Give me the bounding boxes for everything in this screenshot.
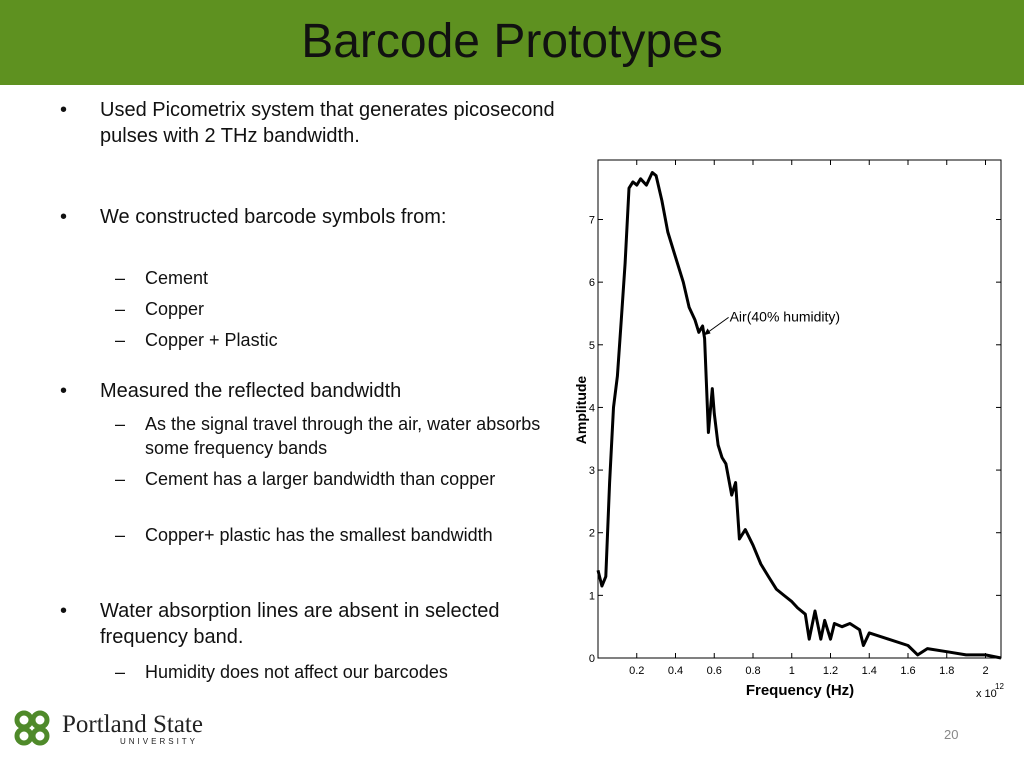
x-tick-label: 0.8: [745, 665, 760, 677]
logo-name: Portland State: [62, 711, 203, 738]
x-tick-label: 0.2: [629, 665, 644, 677]
annotation: Air(40% humidity): [730, 308, 840, 324]
y-tick-label: 7: [589, 215, 595, 227]
bullet: Used Picometrix system that generates pi…: [60, 97, 555, 149]
sub-bullet: Copper+ plastic has the smallest bandwid…: [115, 523, 555, 547]
x-tick-label: 1: [789, 665, 795, 677]
bullet: We constructed barcode symbols from:: [60, 204, 555, 230]
x-tick-label: 1.4: [862, 665, 877, 677]
x-tick-label: 1.6: [900, 665, 915, 677]
x-multiplier-exponent: 12: [995, 682, 1004, 691]
y-tick-label: 6: [589, 277, 595, 289]
y-tick-label: 4: [589, 402, 595, 414]
y-tick-label: 0: [589, 653, 595, 665]
bullet: Water absorption lines are absent in sel…: [60, 598, 555, 650]
sub-bullet: Copper: [115, 297, 555, 321]
sub-bullet: Cement has a larger bandwidth than coppe…: [115, 467, 555, 491]
y-axis-label: Amplitude: [573, 376, 589, 445]
logo-sub: UNIVERSITY: [120, 737, 199, 746]
sub-bullet: Cement: [115, 266, 555, 290]
x-tick-label: 0.4: [668, 665, 683, 677]
page-number: 20: [944, 727, 959, 742]
y-tick-label: 1: [589, 590, 595, 602]
x-tick-label: 0.6: [707, 665, 722, 677]
y-tick-label: 5: [589, 340, 595, 352]
slide-title: Barcode Prototypes: [301, 15, 723, 68]
y-tick-label: 2: [589, 528, 595, 540]
x-tick-label: 2: [982, 665, 988, 677]
x-multiplier: x 10: [976, 688, 997, 700]
plot-frame: [597, 159, 1002, 659]
header-band: [0, 0, 1024, 85]
bullet: Measured the reflected bandwidth: [60, 378, 555, 404]
x-tick-label: 1.2: [823, 665, 838, 677]
logo-mark: [14, 710, 50, 746]
annotation-arrowhead: [703, 328, 711, 336]
y-tick-label: 3: [589, 465, 595, 477]
sub-bullet: As the signal travel through the air, wa…: [115, 412, 555, 460]
x-axis-label: Frequency (Hz): [746, 682, 854, 699]
sub-bullet: Humidity does not affect our barcodes: [115, 660, 555, 684]
x-tick-label: 1.8: [939, 665, 954, 677]
data-line: [596, 171, 1002, 660]
sub-bullet: Copper + Plastic: [115, 328, 555, 352]
